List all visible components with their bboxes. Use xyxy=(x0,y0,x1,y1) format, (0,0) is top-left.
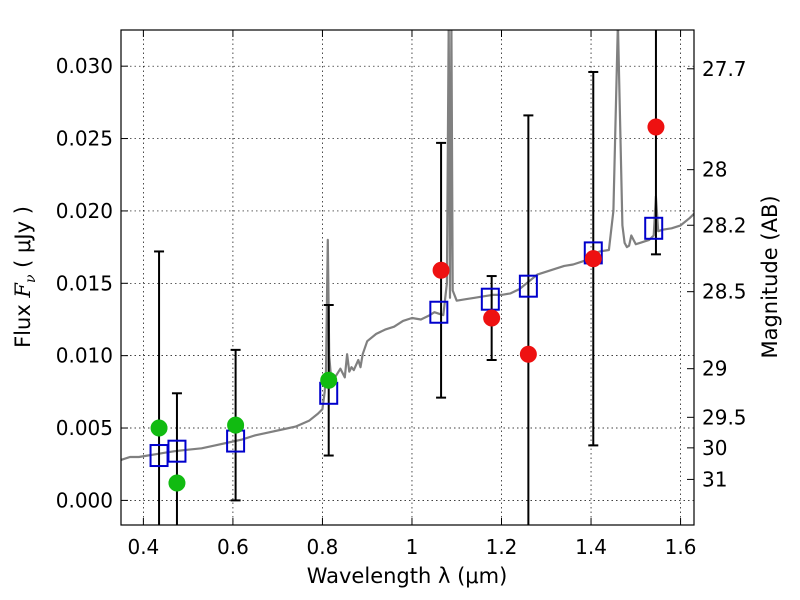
y-axis-title-subscript: ν xyxy=(23,274,39,283)
ir-photometry-point xyxy=(432,261,450,279)
y2-tick-label: 28.2 xyxy=(702,213,747,237)
y-tick-label: 0.020 xyxy=(56,199,113,223)
plot-frame xyxy=(120,29,695,526)
x-axis-title: Wavelength λ (μm) xyxy=(307,564,508,588)
y-tick-label: 0.025 xyxy=(56,127,113,151)
y2-tick-label: 29.5 xyxy=(702,405,747,429)
y-axis-title-symbol: F xyxy=(11,282,35,299)
x-tick-label: 1.2 xyxy=(486,535,518,559)
y2-tick-label: 29 xyxy=(702,357,727,381)
x-tick-label: 0.8 xyxy=(307,535,339,559)
optical-photometry-point xyxy=(168,474,186,492)
y2-axis-title: Magnitude (AB) xyxy=(758,195,782,358)
y2-tick-label: 27.7 xyxy=(702,57,747,81)
ir-photometry-point xyxy=(483,309,501,327)
model-photometry-square xyxy=(518,274,538,298)
model-photometry-square xyxy=(167,439,187,463)
marker-layer xyxy=(149,118,665,492)
optical-photometry-point xyxy=(320,371,338,389)
y-tick-label: 0.010 xyxy=(56,344,113,368)
x-tick-label: 1 xyxy=(406,535,419,559)
y2-tick-label: 28 xyxy=(702,158,727,182)
ir-photometry-point xyxy=(584,250,602,268)
ir-photometry-point xyxy=(519,345,537,363)
x-tick-label: 1.6 xyxy=(665,535,697,559)
model-photometry-square xyxy=(644,216,664,240)
y-tick-label: 0.030 xyxy=(56,54,113,78)
y-axis-title: Flux Fν ( μJy ) xyxy=(11,206,39,348)
optical-photometry-point xyxy=(150,419,168,437)
tick-layer: 0.4 0.6 0.8 1 1.2 1.4 1.6 0.000 0.005 0.010 0.015 0… xyxy=(56,30,747,559)
plot-background xyxy=(121,30,694,525)
y-axis-title-prefix: Flux xyxy=(11,298,35,348)
y-tick-label: 0.005 xyxy=(56,416,113,440)
y-tick-label: 0.000 xyxy=(56,488,113,512)
y-tick-label: 0.015 xyxy=(56,271,113,295)
grid xyxy=(121,30,694,525)
x-tick-label: 1.4 xyxy=(575,535,607,559)
y-axis-title-suffix: ( μJy ) xyxy=(11,206,35,274)
x-tick-label: 0.4 xyxy=(127,535,159,559)
y2-tick-label: 28.5 xyxy=(702,280,747,304)
optical-photometry-point xyxy=(227,416,245,434)
model-photometry-square xyxy=(429,300,449,324)
y2-tick-label: 30 xyxy=(702,436,727,460)
y2-tick-label: 31 xyxy=(702,467,727,491)
ir-photometry-point xyxy=(647,118,665,136)
x-tick-label: 0.6 xyxy=(217,535,249,559)
